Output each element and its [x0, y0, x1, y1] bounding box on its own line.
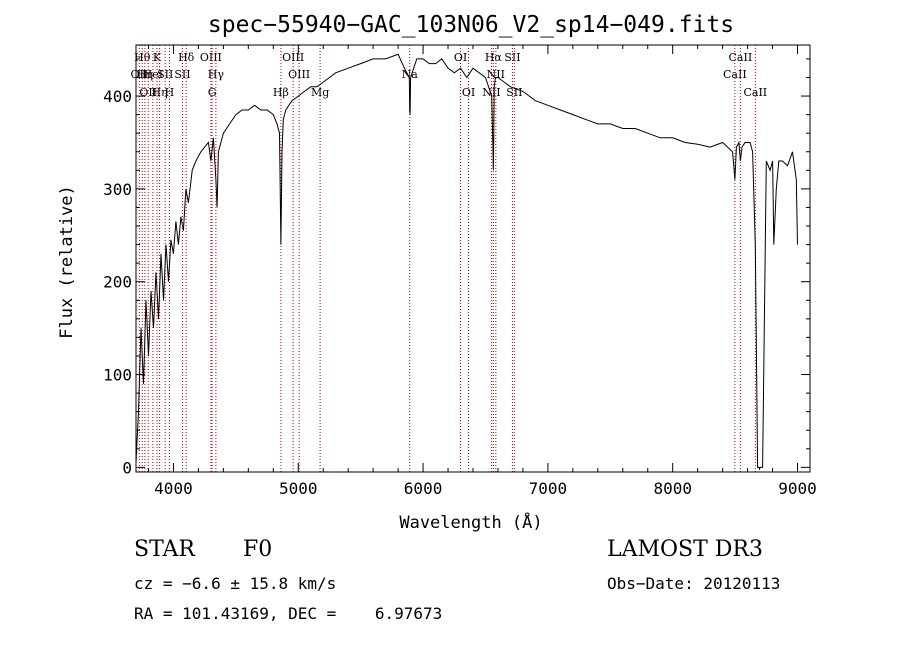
line-label-oiii-16: OIII — [288, 68, 310, 81]
line-label-sii-10: SII — [174, 68, 190, 81]
line-label-hη-6: Hη — [151, 86, 167, 99]
x-axis-label: Wavelength (Å) — [399, 511, 542, 533]
line-label-k-5: K — [153, 51, 162, 64]
redshift-cz: cz = −6.6 ± 15.8 km/s — [134, 574, 337, 593]
y-tick-label-0: 0 — [122, 458, 132, 477]
chart-title: spec−55940−GAC_103N06_V2_sp14−049.fits — [208, 12, 734, 38]
axis-ticks: 4000 5000 6000 7000 8000 9000 0 100 200 300 400 — [103, 45, 817, 498]
x-tick-label-6000: 6000 — [404, 479, 443, 498]
line-label-hη-2: Hη — [137, 68, 153, 81]
y-tick-label-300: 300 — [103, 180, 132, 199]
line-label-oi-20: OI — [462, 86, 475, 99]
line-label-nii-23: NII — [487, 68, 505, 81]
line-label-g-13: G — [208, 86, 217, 99]
survey-name: LAMOST DR3 — [607, 537, 763, 562]
line-label-sii-24: SII — [504, 51, 520, 64]
subclass: F0 — [243, 537, 273, 562]
spectrum-line — [135, 53, 798, 471]
line-label-oiii-15: OIII — [282, 51, 304, 64]
line-label-h-8: H — [165, 86, 175, 99]
line-label-hα-22: Hα — [485, 51, 503, 64]
object-class: STAR — [134, 537, 195, 562]
line-label-hδ-9: Hδ — [178, 51, 195, 64]
line-label-caii-26: CaII — [723, 68, 747, 81]
x-tick-label-5000: 5000 — [279, 479, 318, 498]
line-label-oiii-11: OIII — [200, 51, 222, 64]
line-label-nii-21: NII — [482, 86, 500, 99]
line-label-hθ-1: Hθ — [134, 51, 151, 64]
x-tick-label-9000: 9000 — [778, 479, 817, 498]
line-label-na-18: Na — [402, 68, 419, 81]
y-tick-label-200: 200 — [103, 273, 132, 292]
y-tick-label-100: 100 — [103, 366, 132, 385]
line-label-caii-27: CaII — [729, 51, 753, 64]
coordinates: RA = 101.43169, DEC = 6.97673 — [134, 604, 443, 623]
x-tick-label-4000: 4000 — [154, 479, 193, 498]
line-label-hγ-12: Hγ — [208, 68, 225, 81]
line-label-sii-7: SII — [157, 68, 173, 81]
plot-frame — [135, 44, 811, 473]
obs-date: Obs−Date: 20120113 — [607, 574, 781, 593]
x-tick-label-7000: 7000 — [529, 479, 568, 498]
line-label-mg-17: Mg — [311, 86, 329, 99]
line-label-oii-0: OII — [131, 68, 149, 81]
y-axis-label: Flux (relative) — [57, 185, 77, 339]
line-label-hβ-14: Hβ — [273, 86, 289, 99]
line-label-caii-28: CaII — [743, 86, 767, 99]
y-tick-label-400: 400 — [103, 87, 132, 106]
line-label-hei-4: HeI — [143, 68, 163, 81]
line-label-oi-19: OI — [454, 51, 467, 64]
x-tick-label-8000: 8000 — [653, 479, 692, 498]
